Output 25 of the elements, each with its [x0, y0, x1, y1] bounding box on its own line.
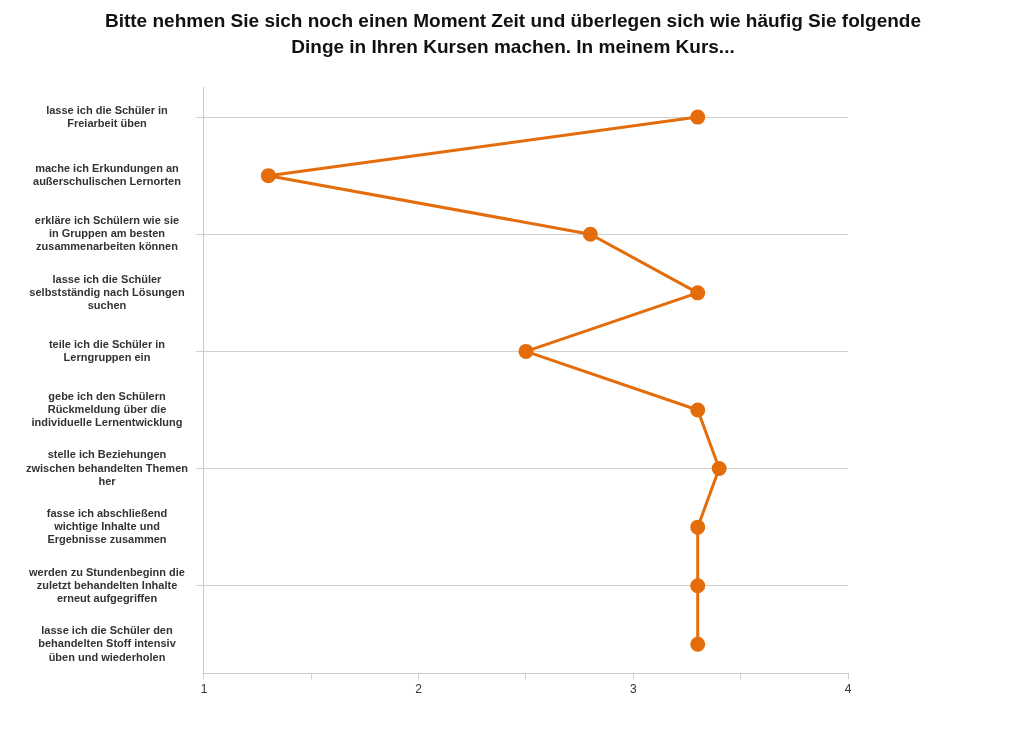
point [690, 402, 706, 418]
point [582, 226, 598, 242]
y-tick-label: werden zu Stundenbeginn die zuletzt behandelten Inhalte erneut aufgegriffen [28, 565, 185, 604]
y-tick-label: teile ich die Schüler in Lerngruppen ein [48, 337, 166, 364]
point [690, 636, 706, 652]
y-tick-label: gebe ich den Schülern Rückmeldung über die individuelle Lernentwicklung [31, 389, 183, 429]
y-tick-label: lasse ich die Schüler den behandelten Stoff intensiv üben und wiederholen [38, 624, 177, 663]
point [518, 343, 534, 359]
x-tick-label: 2 [415, 682, 423, 697]
point [260, 168, 276, 184]
y-tick-label: lasse ich die Schüler in Freiarbeit üben [46, 103, 169, 129]
point [690, 578, 706, 594]
point [690, 285, 706, 301]
y-tick-label: lasse ich die Schüler selbstständig nach Lösungen suchen [29, 272, 185, 312]
y-tick-label: stelle ich Beziehungen zwischen behandelten Themen her [26, 448, 189, 487]
point [690, 519, 706, 535]
y-tick-label: mache ich Erkundungen an außerschulischen Lernorten [33, 162, 182, 188]
x-tick-label: 4 [844, 682, 852, 697]
point [690, 109, 706, 125]
y-tick-label: erkläre ich Schülern wie sie in Gruppen am besten zusammenarbeiten können [34, 214, 180, 253]
x-tick-label: 1 [200, 682, 208, 697]
chart-title: Bitte nehmen Sie sich noch einen Moment Zeit und überlegen sich wie häufig Sie folgende Dinge in Ihren Kursen machen. In meinem Kurs... [103, 9, 923, 59]
x-tick-label: 3 [629, 682, 637, 697]
y-tick-label: fasse ich abschließend wichtige Inhalte und Ergebnisse zusammen [46, 506, 168, 546]
point [711, 461, 727, 477]
